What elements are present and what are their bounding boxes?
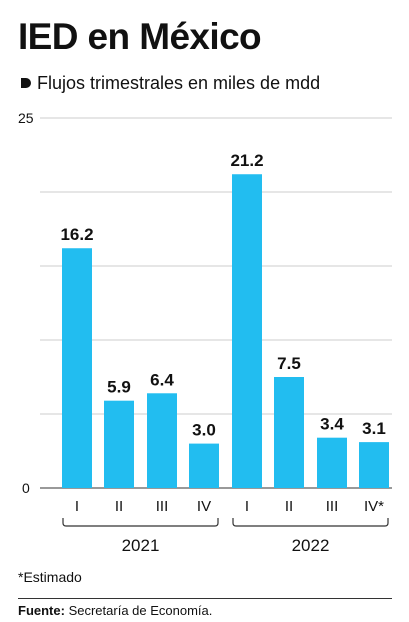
year-bracket: [232, 518, 389, 527]
x-tick-label: I: [75, 498, 79, 515]
footer-divider: [18, 598, 392, 599]
chart-title: IED en México: [18, 16, 262, 57]
x-tick-label: I: [245, 498, 249, 515]
y-tick-label: 25: [18, 110, 34, 126]
x-tick-label: III: [156, 498, 169, 515]
bar: [104, 400, 134, 488]
bar: [232, 174, 262, 488]
bar: [274, 377, 304, 488]
x-tick-label: II: [115, 498, 123, 515]
y-tick-label: 0: [22, 480, 30, 496]
year-group-label: 2022: [292, 536, 330, 555]
bar-value-label: 3.1: [362, 419, 386, 438]
x-tick-label: IV*: [364, 498, 384, 515]
bar-value-label: 6.4: [150, 370, 174, 389]
footnote: *Estimado: [18, 569, 82, 585]
bar: [147, 393, 177, 488]
bar-value-label: 7.5: [277, 354, 301, 373]
bar: [189, 443, 219, 488]
source-label: Fuente:: [18, 603, 65, 618]
bar-value-label: 16.2: [60, 225, 93, 244]
bar: [359, 442, 389, 488]
bar-value-label: 3.0: [192, 421, 216, 440]
bar: [62, 248, 92, 488]
subtitle-text: Flujos trimestrales en miles de mdd: [37, 73, 321, 93]
x-tick-label: III: [326, 498, 339, 515]
chart-subtitle: Flujos trimestrales en miles de mdd: [21, 71, 320, 95]
year-bracket: [62, 518, 219, 527]
bar-value-label: 5.9: [107, 378, 131, 397]
bar-value-label: 3.4: [320, 415, 344, 434]
x-tick-label: II: [285, 498, 293, 515]
bar-chart: 25 0 16.2 I 5.9 II 6.4 III 3.0 IV 21.2 I 7.5 II 3.4 III…: [18, 110, 392, 555]
source-line: Fuente: Secretaría de Economía.: [18, 603, 212, 619]
bullet-marker-icon: [21, 78, 31, 88]
bar: [317, 437, 347, 488]
x-tick-label: IV: [197, 498, 211, 515]
bar-value-label: 21.2: [230, 151, 263, 170]
year-group-label: 2021: [122, 536, 160, 555]
source-text: Secretaría de Economía.: [68, 603, 213, 618]
